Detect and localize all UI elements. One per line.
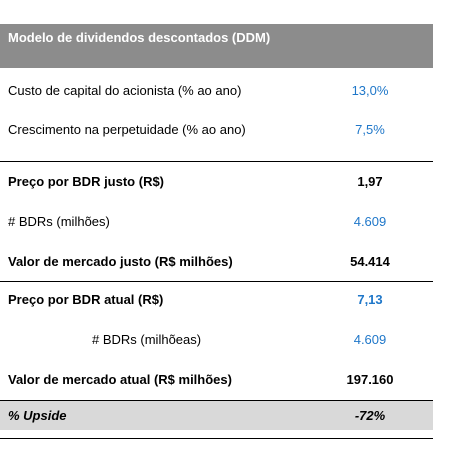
row-label: Custo de capital do acionista (% ao ano) — [8, 83, 242, 98]
row-value: -72% — [354, 408, 386, 423]
row-bdr-count: # BDRs (milhões) 4.609 — [0, 211, 433, 233]
row-fair-market-value: Valor de mercado justo (R$ milhões) 54.4… — [0, 251, 433, 273]
divider — [0, 161, 433, 162]
row-current-price-per-bdr: Preço por BDR atual (R$) 7,13 — [0, 289, 433, 311]
row-cost-of-equity: Custo de capital do acionista (% ao ano)… — [0, 80, 433, 102]
row-perpetual-growth: Crescimento na perpetuidade (% ao ano) 7… — [0, 119, 433, 141]
row-value: 7,5% — [355, 122, 385, 137]
row-bdr-count-current: # BDRs (milhõeas) 4.609 — [0, 329, 433, 351]
row-value: 7,13 — [357, 292, 383, 307]
row-fair-price-per-bdr: Preço por BDR justo (R$) 1,97 — [0, 171, 433, 193]
table-header: Modelo de dividendos descontados (DDM) — [0, 24, 433, 68]
row-label: Preço por BDR atual (R$) — [8, 292, 164, 307]
row-value: 1,97 — [357, 174, 383, 189]
row-value: 4.609 — [353, 332, 387, 347]
row-upside: % Upside -72% — [0, 405, 433, 427]
table-title: Modelo de dividendos descontados (DDM) — [8, 30, 271, 45]
divider — [0, 281, 433, 282]
row-label: Valor de mercado justo (R$ milhões) — [8, 254, 233, 269]
row-label: # BDRs (milhões) — [8, 214, 110, 229]
row-label: Crescimento na perpetuidade (% ao ano) — [8, 122, 246, 137]
divider — [0, 400, 433, 401]
upside-row-background — [0, 400, 433, 430]
row-value: 54.414 — [350, 254, 390, 269]
divider — [0, 438, 433, 439]
row-label: % Upside — [8, 408, 67, 423]
row-current-market-value: Valor de mercado atual (R$ milhões) 197.… — [0, 369, 433, 391]
row-label: Preço por BDR justo (R$) — [8, 174, 165, 189]
row-label: # BDRs (milhõeas) — [92, 332, 202, 347]
row-value: 4.609 — [353, 214, 387, 229]
row-value: 197.160 — [346, 372, 394, 387]
row-value: 13,0% — [351, 83, 389, 98]
row-label: Valor de mercado atual (R$ milhões) — [8, 372, 232, 387]
